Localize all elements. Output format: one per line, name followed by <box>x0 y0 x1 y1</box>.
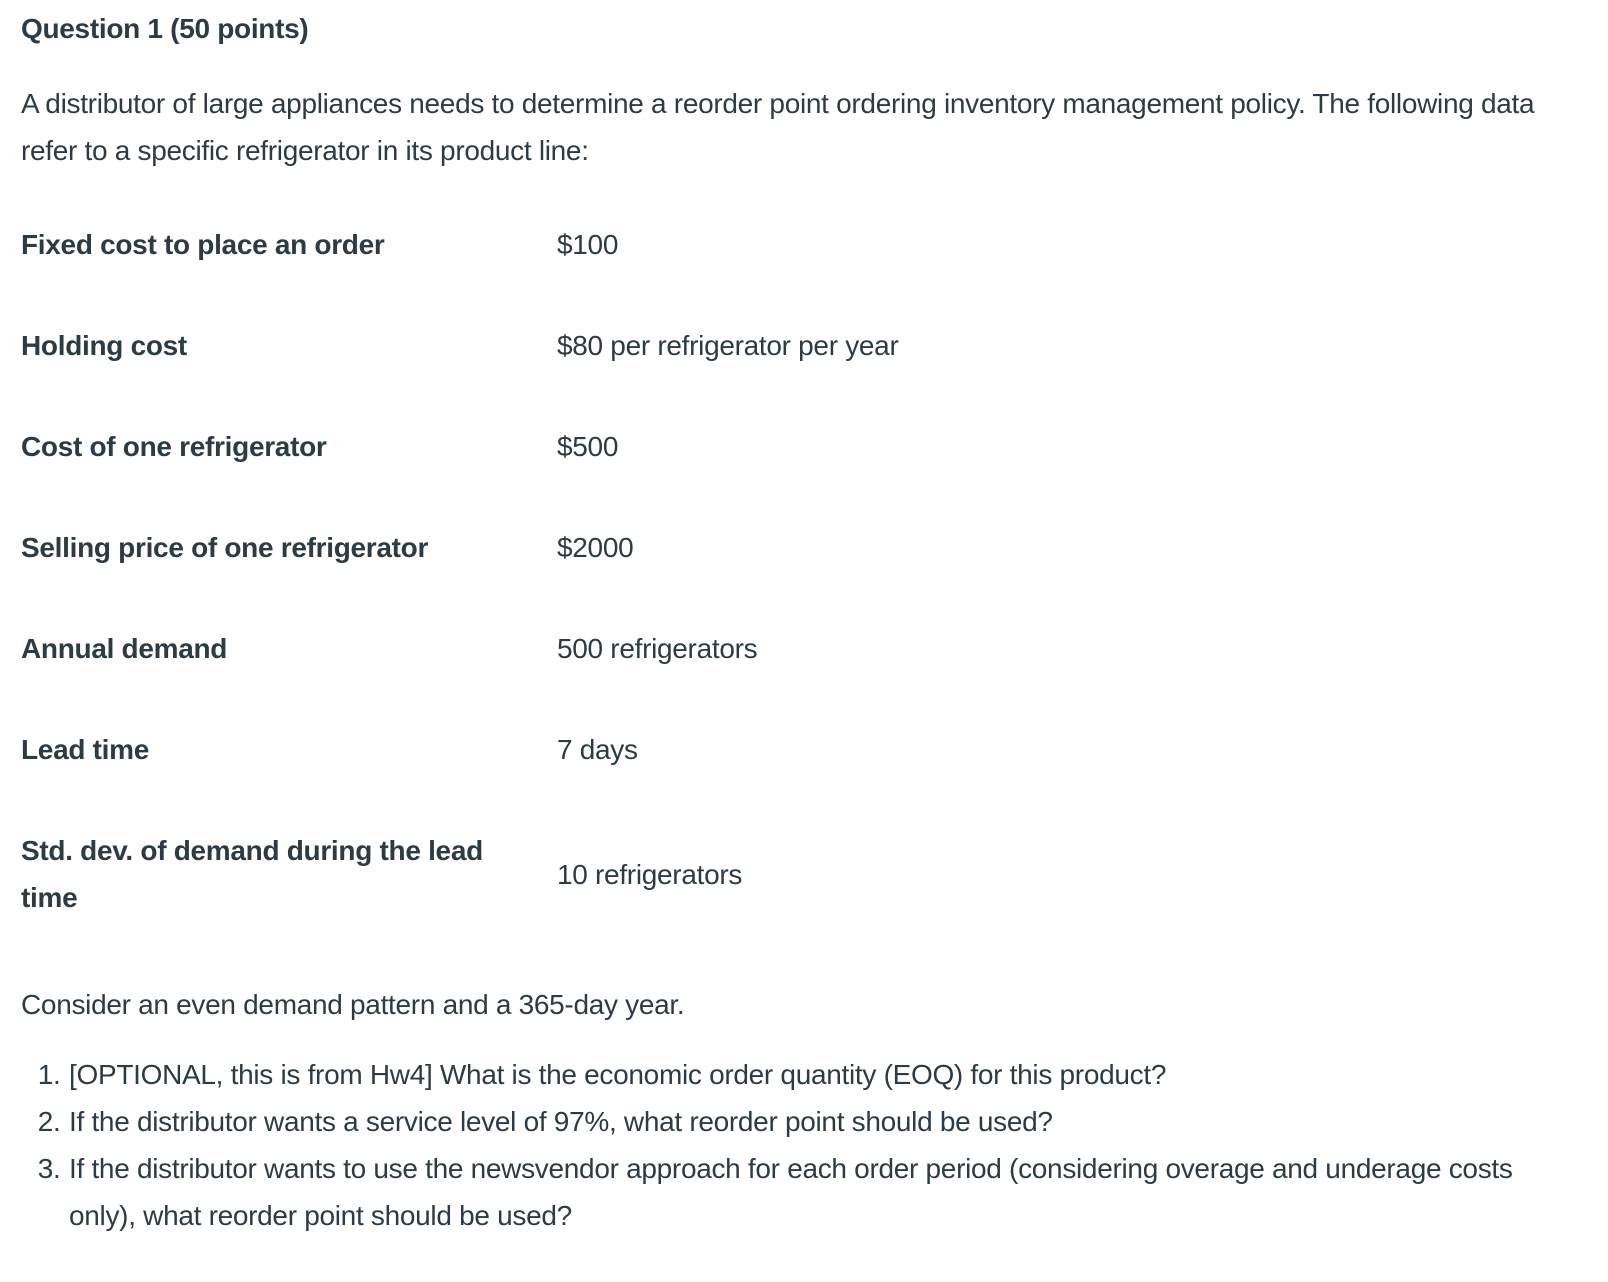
parameters-table-body: Fixed cost to place an order $100 Holdin… <box>21 194 1552 948</box>
row-label: Annual demand <box>21 633 228 664</box>
table-row: Cost of one refrigerator $500 <box>21 396 1552 497</box>
row-value: $500 <box>557 431 619 462</box>
row-value: $80 per refrigerator per year <box>557 330 899 361</box>
row-label: Fixed cost to place an order <box>21 229 385 260</box>
table-row: Fixed cost to place an order $100 <box>21 194 1552 295</box>
row-label: Cost of one refrigerator <box>21 431 327 462</box>
row-value: 500 refrigerators <box>557 633 758 664</box>
sub-question-list: [OPTIONAL, this is from Hw4] What is the… <box>21 1051 1552 1239</box>
table-row: Holding cost $80 per refrigerator per ye… <box>21 295 1552 396</box>
table-row: Selling price of one refrigerator $2000 <box>21 497 1552 598</box>
row-value: 7 days <box>557 734 638 765</box>
table-row: Lead time 7 days <box>21 699 1552 800</box>
row-label: Selling price of one refrigerator <box>21 532 429 563</box>
row-label: Std. dev. of demand during the lead time <box>21 835 483 913</box>
sub-question-item: If the distributor wants to use the news… <box>68 1145 1552 1239</box>
question-intro: A distributor of large appliances needs … <box>21 88 1535 166</box>
row-value: 10 refrigerators <box>557 858 743 890</box>
row-value: $100 <box>557 229 619 260</box>
parameters-table: Fixed cost to place an order $100 Holdin… <box>21 194 1552 948</box>
row-label: Holding cost <box>21 330 187 361</box>
assumption-note: Consider an even demand pattern and a 36… <box>21 989 685 1020</box>
row-label: Lead time <box>21 734 150 765</box>
table-row: Std. dev. of demand during the lead time… <box>21 800 1552 948</box>
row-value: $2000 <box>557 532 634 563</box>
table-row: Annual demand 500 refrigerators <box>21 598 1552 699</box>
question-title: Question 1 (50 points) <box>21 13 309 44</box>
sub-question-item: [OPTIONAL, this is from Hw4] What is the… <box>68 1051 1552 1098</box>
sub-question-item: If the distributor wants a service level… <box>68 1098 1552 1145</box>
